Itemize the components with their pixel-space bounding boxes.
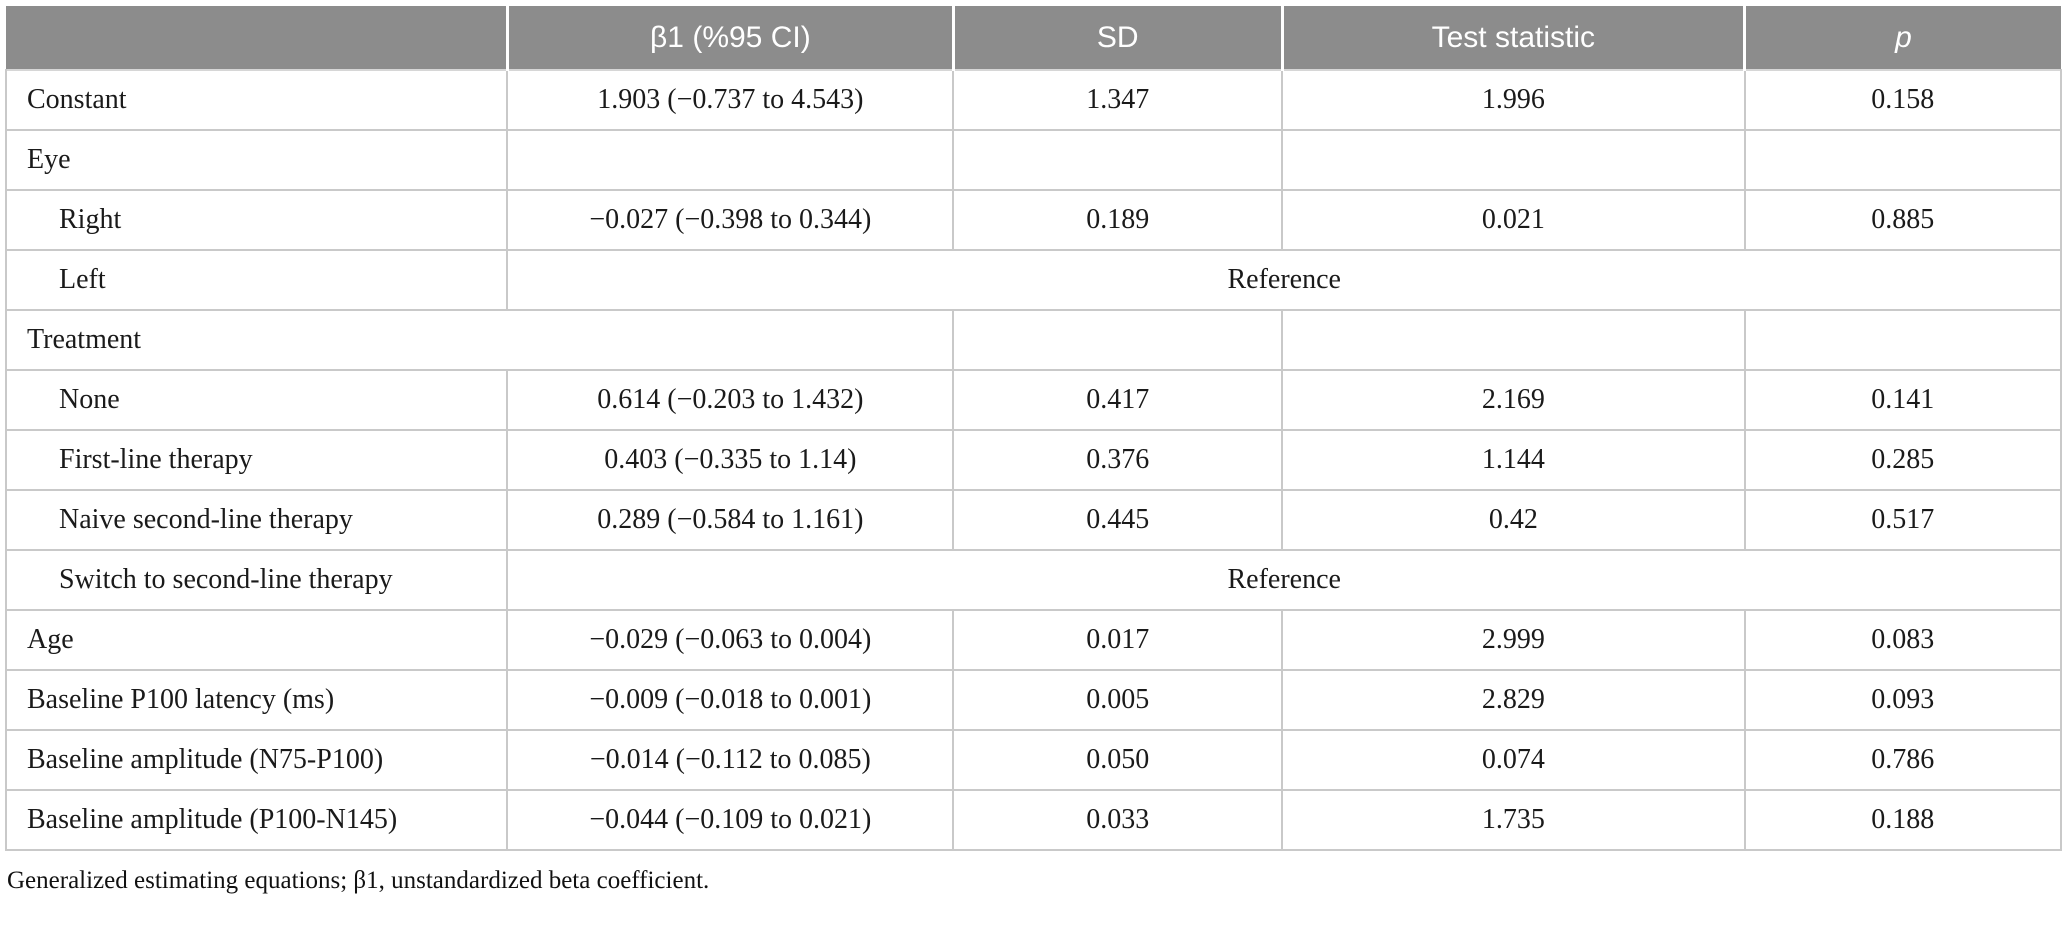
- cell-p: 0.141: [1743, 369, 2062, 431]
- cell-beta-ci: 1.903 (−0.737 to 4.543): [506, 69, 955, 131]
- cell-beta-ci: 0.403 (−0.335 to 1.14): [506, 429, 955, 491]
- cell-p: 0.285: [1743, 429, 2062, 491]
- cell-sd: [952, 129, 1284, 191]
- cell-test-statistic: [1281, 129, 1746, 191]
- cell-beta-ci: 0.289 (−0.584 to 1.161): [506, 489, 955, 551]
- table-row-constant: Constant 1.903 (−0.737 to 4.543) 1.347 1…: [4, 69, 2062, 131]
- cell-test-statistic: 0.42: [1281, 489, 1746, 551]
- cell-p: 0.093: [1743, 669, 2062, 731]
- cell-reference: Reference: [506, 249, 2062, 311]
- cell-test-statistic: 0.074: [1281, 729, 1746, 791]
- column-header-sd: SD: [951, 6, 1283, 70]
- column-header-p: p: [1743, 6, 2061, 70]
- cell-sd: 0.050: [952, 729, 1284, 791]
- row-label: Treatment: [4, 309, 955, 371]
- column-header-beta-ci: β1 (%95 CI): [505, 6, 954, 70]
- cell-beta-ci: [506, 129, 955, 191]
- cell-beta-ci: −0.009 (−0.018 to 0.001): [506, 669, 955, 731]
- cell-sd: 0.005: [952, 669, 1284, 731]
- table-row-left: Left Reference: [4, 249, 2062, 311]
- cell-test-statistic: 1.996: [1281, 69, 1746, 131]
- table-footnote: Generalized estimating equations; β1, un…: [7, 867, 710, 894]
- row-label: Baseline P100 latency (ms): [4, 669, 509, 731]
- cell-sd: 0.376: [952, 429, 1284, 491]
- table-body: Constant 1.903 (−0.737 to 4.543) 1.347 1…: [4, 69, 2062, 851]
- cell-beta-ci: −0.014 (−0.112 to 0.085): [506, 729, 955, 791]
- cell-beta-ci: 0.614 (−0.203 to 1.432): [506, 369, 955, 431]
- row-label: Right: [4, 189, 509, 251]
- table-row-first-line-therapy: First-line therapy 0.403 (−0.335 to 1.14…: [4, 429, 2062, 491]
- cell-test-statistic: 0.021: [1281, 189, 1746, 251]
- cell-p: 0.188: [1743, 789, 2062, 851]
- table-row-eye: Eye: [4, 129, 2062, 191]
- table-row-baseline-p100-latency: Baseline P100 latency (ms) −0.009 (−0.01…: [4, 669, 2062, 731]
- cell-test-statistic: 1.144: [1281, 429, 1746, 491]
- cell-p: 0.158: [1743, 69, 2062, 131]
- table-row-none: None 0.614 (−0.203 to 1.432) 0.417 2.169…: [4, 369, 2062, 431]
- row-label: Age: [4, 609, 509, 671]
- table-header: β1 (%95 CI) SD Test statistic p: [6, 6, 2061, 70]
- cell-sd: [952, 309, 1284, 371]
- table-figure: β1 (%95 CI) SD Test statistic p Constant…: [4, 6, 2062, 895]
- cell-p: 0.083: [1743, 609, 2062, 671]
- cell-sd: 0.033: [952, 789, 1284, 851]
- row-label: Constant: [4, 69, 509, 131]
- row-label: Baseline amplitude (P100-N145): [4, 789, 509, 851]
- cell-p: 0.786: [1743, 729, 2062, 791]
- row-label: First-line therapy: [4, 429, 509, 491]
- table-row-treatment: Treatment: [4, 309, 2062, 371]
- header-row: β1 (%95 CI) SD Test statistic p: [6, 6, 2061, 70]
- column-header-test-statistic: Test statistic: [1280, 6, 1745, 70]
- cell-test-statistic: 2.169: [1281, 369, 1746, 431]
- cell-beta-ci: −0.027 (−0.398 to 0.344): [506, 189, 955, 251]
- table-row-naive-second-line-therapy: Naive second-line therapy 0.289 (−0.584 …: [4, 489, 2062, 551]
- cell-p: [1743, 129, 2062, 191]
- cell-test-statistic: [1281, 309, 1746, 371]
- row-label: None: [4, 369, 509, 431]
- cell-sd: 0.189: [952, 189, 1284, 251]
- row-label: Naive second-line therapy: [4, 489, 509, 551]
- cell-sd: 1.347: [952, 69, 1284, 131]
- cell-sd: 0.445: [952, 489, 1284, 551]
- cell-sd: 0.017: [952, 609, 1284, 671]
- column-header-empty: [6, 6, 508, 70]
- row-label: Switch to second-line therapy: [4, 549, 509, 611]
- row-label: Baseline amplitude (N75-P100): [4, 729, 509, 791]
- table-row-baseline-amplitude-p100-n145: Baseline amplitude (P100-N145) −0.044 (−…: [4, 789, 2062, 851]
- cell-test-statistic: 2.999: [1281, 609, 1746, 671]
- row-label: Left: [4, 249, 509, 311]
- table-row-age: Age −0.029 (−0.063 to 0.004) 0.017 2.999…: [4, 609, 2062, 671]
- row-label: Eye: [4, 129, 509, 191]
- table-row-baseline-amplitude-n75-p100: Baseline amplitude (N75-P100) −0.014 (−0…: [4, 729, 2062, 791]
- table-row-switch-to-second-line-therapy: Switch to second-line therapy Reference: [4, 549, 2062, 611]
- cell-test-statistic: 2.829: [1281, 669, 1746, 731]
- cell-p: [1743, 309, 2062, 371]
- cell-test-statistic: 1.735: [1281, 789, 1746, 851]
- cell-beta-ci: −0.029 (−0.063 to 0.004): [506, 609, 955, 671]
- gee-results-table: β1 (%95 CI) SD Test statistic p Constant…: [4, 6, 2062, 851]
- cell-p: 0.517: [1743, 489, 2062, 551]
- cell-p: 0.885: [1743, 189, 2062, 251]
- cell-reference: Reference: [506, 549, 2062, 611]
- cell-sd: 0.417: [952, 369, 1284, 431]
- cell-beta-ci: −0.044 (−0.109 to 0.021): [506, 789, 955, 851]
- table-row-right: Right −0.027 (−0.398 to 0.344) 0.189 0.0…: [4, 189, 2062, 251]
